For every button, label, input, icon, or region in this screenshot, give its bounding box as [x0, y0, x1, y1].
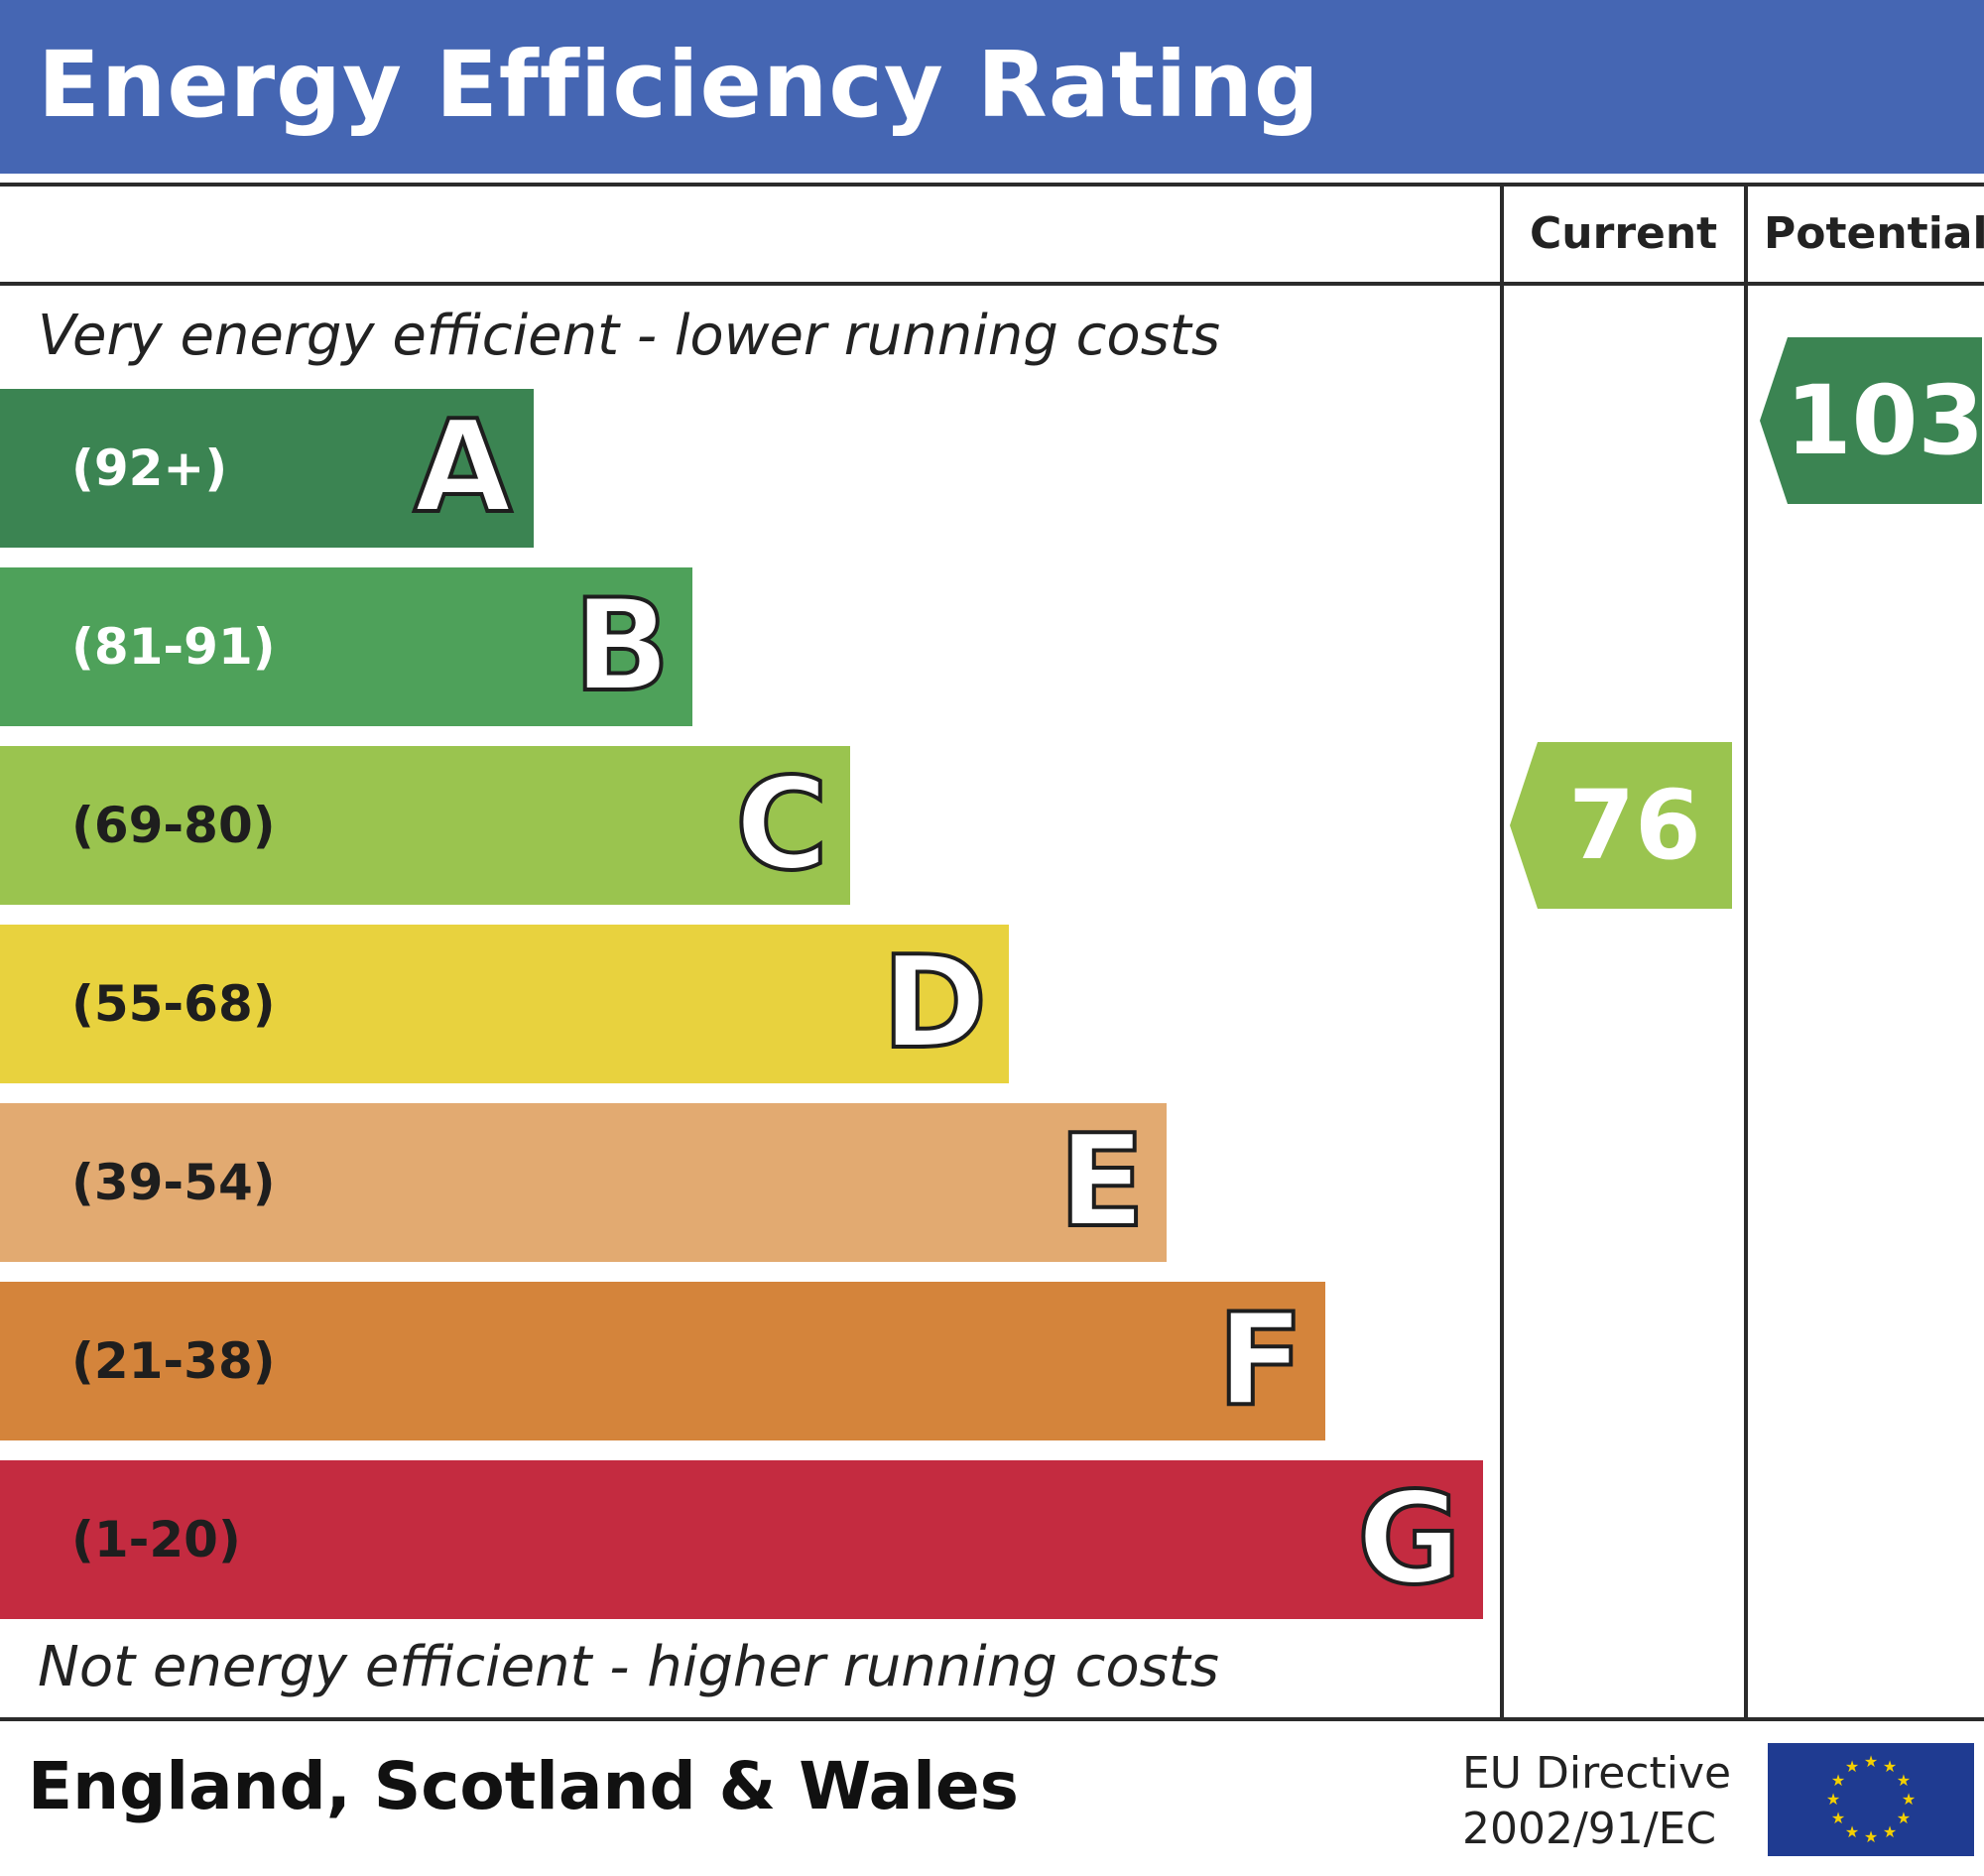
band-e: (39-54) E — [0, 1103, 1167, 1262]
eu-directive-label: EU Directive — [1462, 1748, 1732, 1799]
bottom-note: Not energy efficient - higher running co… — [38, 1635, 1219, 1699]
chart-title: Energy Efficiency Rating — [38, 32, 1320, 138]
eu-star-icon: ★ — [1897, 1809, 1911, 1827]
band-letter-b: B — [571, 572, 673, 720]
potential-rating-value: 103 — [1785, 365, 1984, 476]
potential-column-divider — [1744, 183, 1748, 1721]
footer-rule — [0, 1717, 1984, 1721]
band-range-f: (21-38) — [71, 1332, 276, 1390]
band-g: (1-20) G — [0, 1460, 1483, 1619]
band-range-e: (39-54) — [71, 1154, 276, 1211]
band-range-d: (55-68) — [71, 975, 276, 1033]
region-label: England, Scotland & Wales — [28, 1748, 1019, 1824]
band-b: (81-91) B — [0, 567, 692, 726]
potential-column-header: Potential — [1764, 208, 1984, 259]
eu-flag-icon: ★ ★ ★ ★ ★ ★ ★ ★ ★ ★ ★ ★ — [1768, 1743, 1974, 1856]
header-bottom-rule — [0, 282, 1984, 286]
potential-arrow-shape — [1760, 337, 1982, 504]
band-d: (55-68) D — [0, 925, 1009, 1083]
eu-star-icon: ★ — [1902, 1790, 1916, 1809]
band-c: (69-80) C — [0, 746, 850, 905]
current-rating-arrow: 76 — [1510, 742, 1732, 909]
band-range-b: (81-91) — [71, 618, 276, 676]
band-f: (21-38) F — [0, 1282, 1325, 1440]
current-column-divider — [1500, 183, 1504, 1721]
band-letter-d: D — [880, 930, 989, 1077]
top-note: Very energy efficient - lower running co… — [38, 304, 1220, 368]
title-bar: Energy Efficiency Rating — [0, 0, 1984, 174]
band-letter-e: E — [1056, 1108, 1147, 1256]
band-letter-g: G — [1355, 1465, 1463, 1613]
band-letter-f: F — [1215, 1287, 1305, 1435]
current-arrow-shape — [1510, 742, 1732, 909]
band-a: (92+) A — [0, 389, 534, 548]
eu-star-icon: ★ — [1883, 1757, 1897, 1776]
potential-rating-arrow: 103 — [1760, 337, 1984, 504]
band-range-c: (69-80) — [71, 797, 276, 854]
eu-star-icon: ★ — [1845, 1757, 1859, 1776]
band-letter-c: C — [733, 751, 830, 899]
band-letter-a: A — [412, 394, 514, 542]
eu-star-icon: ★ — [1826, 1790, 1840, 1809]
eu-star-icon: ★ — [1845, 1822, 1859, 1841]
eu-directive-number: 2002/91/EC — [1462, 1804, 1717, 1854]
eu-star-icon: ★ — [1883, 1822, 1897, 1841]
header-top-rule — [0, 183, 1984, 187]
current-column-header: Current — [1530, 208, 1718, 259]
eu-star-icon: ★ — [1864, 1752, 1878, 1771]
band-range-a: (92+) — [71, 439, 228, 497]
eu-star-icon: ★ — [1831, 1771, 1845, 1790]
eu-star-icon: ★ — [1831, 1809, 1845, 1827]
eu-star-icon: ★ — [1897, 1771, 1911, 1790]
eu-star-icon: ★ — [1864, 1827, 1878, 1846]
potential-arrow-fill — [1760, 337, 1982, 504]
current-rating-value: 76 — [1568, 770, 1701, 881]
band-range-g: (1-20) — [71, 1511, 241, 1568]
current-arrow-fill — [1510, 742, 1732, 909]
